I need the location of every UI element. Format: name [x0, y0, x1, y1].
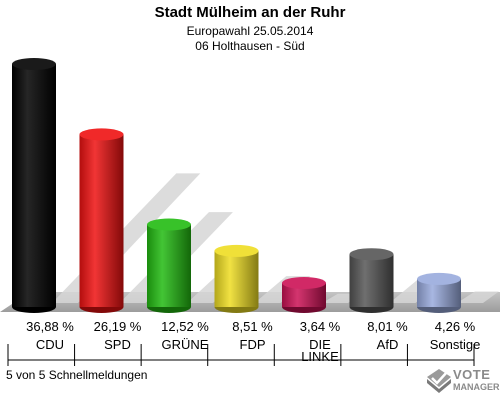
- bar-top: [12, 58, 56, 70]
- bar-top: [349, 248, 394, 261]
- bar-sonstige: [417, 272, 461, 313]
- category-label: FDP: [240, 337, 266, 352]
- bar-body: [79, 134, 124, 307]
- vote-manager-logo: VOTE MANAGER: [425, 365, 500, 397]
- category-label: Sonstige: [430, 337, 481, 352]
- bar-body: [214, 250, 259, 307]
- bar-top: [417, 272, 461, 285]
- bar-body: [147, 224, 191, 307]
- bar-grüne: [147, 218, 191, 313]
- bar-top: [79, 128, 124, 141]
- bar-body: [282, 283, 326, 307]
- value-label: 4,26 %: [435, 319, 476, 334]
- category-label: DIE: [309, 337, 331, 352]
- chart-subtitle-election: Europawahl 25.05.2014: [186, 24, 314, 38]
- bar-die-linke: [282, 277, 326, 313]
- value-label: 26,19 %: [94, 319, 142, 334]
- bar-afd: [349, 248, 394, 313]
- bar-shadow: [457, 291, 499, 303]
- bar-top: [282, 277, 326, 290]
- logo-text-manager: MANAGER: [453, 382, 500, 392]
- chart-title: Stadt Mülheim an der Ruhr: [154, 4, 346, 21]
- chart-subtitle-district: 06 Holthausen - Süd: [195, 39, 305, 53]
- bar-body: [349, 254, 394, 307]
- value-label: 36,88 %: [26, 319, 74, 334]
- category-label: LINKE: [301, 349, 339, 364]
- category-label: AfD: [377, 337, 399, 352]
- value-label: 8,01 %: [367, 319, 408, 334]
- ballot-check-icon: [427, 369, 451, 393]
- category-label: SPD: [104, 337, 131, 352]
- value-label: 8,51 %: [232, 319, 273, 334]
- value-label: 3,64 %: [300, 319, 341, 334]
- bar-top: [214, 244, 259, 257]
- logo-text-vote: VOTE: [453, 367, 491, 382]
- bar-body: [12, 64, 56, 307]
- category-label: GRÜNE: [162, 337, 209, 352]
- bar-cdu: [12, 58, 56, 313]
- bar-fdp: [214, 244, 259, 313]
- category-label: CDU: [36, 337, 64, 352]
- bar-top: [147, 218, 191, 231]
- reporting-status: 5 von 5 Schnellmeldungen: [6, 368, 148, 382]
- bar-spd: [79, 128, 124, 313]
- value-label: 12,52 %: [161, 319, 209, 334]
